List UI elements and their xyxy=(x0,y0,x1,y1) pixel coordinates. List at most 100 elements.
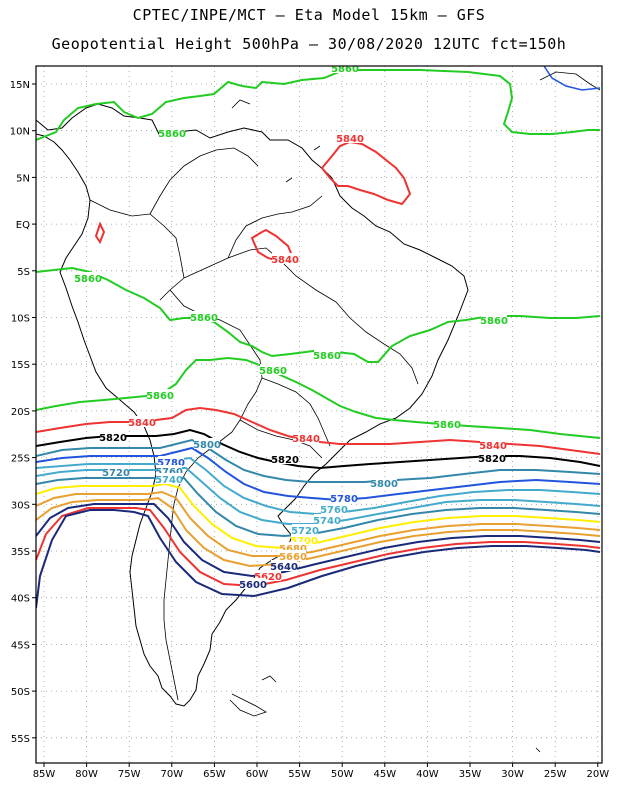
contour-label: 5800 xyxy=(193,440,221,451)
contour-label: 5820 xyxy=(99,433,127,444)
contour-5660 xyxy=(36,496,601,568)
lat-label: 15S xyxy=(11,360,30,371)
lon-label: 50W xyxy=(331,769,354,780)
lon-label: 60W xyxy=(246,769,269,780)
contour-label: 5840 xyxy=(128,418,156,429)
contour-label-bg xyxy=(147,389,173,400)
contour-label: 5640 xyxy=(270,562,298,573)
contour-label-bg xyxy=(159,127,185,138)
islands xyxy=(229,71,601,753)
contour-label: 5760 xyxy=(155,467,183,478)
contour-5600 xyxy=(36,509,601,609)
lat-label: 25S xyxy=(11,454,30,465)
map-background xyxy=(36,66,602,763)
contour-label: 5860 xyxy=(433,420,461,431)
contour-blue-northeast xyxy=(543,66,601,91)
lat-label: 40S xyxy=(11,594,30,605)
contour-5640 xyxy=(36,503,601,578)
lon-label: 30W xyxy=(501,769,524,780)
chart-title: CPTEC/INPE/MCT – Eta Model 15km – GFS xyxy=(132,6,486,24)
contour-label-bg xyxy=(479,452,505,463)
lon-label: 85W xyxy=(33,769,56,780)
lat-label: 35S xyxy=(11,547,30,558)
chart-subtitle: Geopotential Height 500hPa – 30/08/2020 … xyxy=(51,35,567,53)
contour-label-bg xyxy=(321,503,347,514)
contour-label: 5740 xyxy=(313,516,341,527)
contour-label: 5840 xyxy=(271,255,299,266)
contour-label: 5840 xyxy=(292,434,320,445)
contour-label-bg xyxy=(291,534,317,545)
contour-label: 5860 xyxy=(74,274,102,285)
lat-label: 5N xyxy=(16,173,30,184)
lon-label: 25W xyxy=(544,769,567,780)
contour-5860-north xyxy=(36,69,600,141)
lon-label: 65W xyxy=(203,769,226,780)
contour-label-bg xyxy=(481,314,507,325)
contour-label-bg xyxy=(194,438,220,449)
contour-label-bg xyxy=(272,253,298,264)
contour-5860-central xyxy=(36,266,601,363)
contour-label: 5800 xyxy=(370,479,398,490)
contour-label-bg xyxy=(292,524,318,535)
contour-label: 5860 xyxy=(146,391,174,402)
contour-label: 5820 xyxy=(271,455,299,466)
lon-label: 55W xyxy=(288,769,311,780)
contour-label-bg xyxy=(314,514,340,525)
contour-label: 5720 xyxy=(291,526,319,537)
lon-label: 35W xyxy=(459,769,482,780)
contour-5720 xyxy=(36,474,601,538)
contour-5700 xyxy=(36,482,601,550)
lat-label: 15N xyxy=(10,80,30,91)
contour-label: 5700 xyxy=(290,536,318,547)
lat-label: 10S xyxy=(11,314,30,325)
contour-label-bg xyxy=(280,550,306,561)
contour-label: 5860 xyxy=(331,64,359,75)
lat-label: 50S xyxy=(11,687,30,698)
lat-label: 55S xyxy=(11,734,30,745)
contour-label: 5620 xyxy=(254,572,282,583)
contour-label: 5860 xyxy=(259,366,287,377)
contour-5740 xyxy=(36,467,601,525)
contour-label-bg xyxy=(271,560,297,571)
lat-lon-grid xyxy=(36,66,602,763)
contour-5680 xyxy=(36,490,601,557)
contour-label: 5840 xyxy=(479,441,507,452)
contour-5840-andes xyxy=(94,221,106,245)
contour-label-bg xyxy=(371,477,397,488)
contour-label: 5680 xyxy=(279,544,307,555)
lat-label: 5S xyxy=(17,267,30,278)
contour-label-bg xyxy=(331,492,357,503)
contour-label: 5740 xyxy=(155,475,183,486)
contour-label-bg xyxy=(314,349,340,360)
map-frame xyxy=(35,65,603,764)
contour-label-bg xyxy=(103,466,129,477)
lon-label: 75W xyxy=(118,769,141,780)
contour-label-bg xyxy=(332,66,358,73)
contour-label-bg xyxy=(75,272,101,283)
lon-label: 45W xyxy=(373,769,396,780)
contour-label-bg xyxy=(158,456,184,467)
contour-label: 5660 xyxy=(279,552,307,563)
contour-5800 xyxy=(36,438,601,483)
contour-label-bg xyxy=(191,311,217,322)
lon-label: 20W xyxy=(586,769,609,780)
contour-label: 5860 xyxy=(313,351,341,362)
contour-labels: 5860 5860 5860 5860 5860 5860 5860 5860 5860 5840… xyxy=(74,64,508,591)
contour-label: 5820 xyxy=(478,454,506,465)
contour-label-bg xyxy=(480,439,506,450)
contour-label-bg xyxy=(100,431,126,442)
contour-label-bg xyxy=(156,465,182,476)
contour-label-bg xyxy=(434,418,460,429)
contour-label-bg xyxy=(260,364,286,375)
contour-label: 5860 xyxy=(480,316,508,327)
contour-label: 5780 xyxy=(330,494,358,505)
contour-label: 5860 xyxy=(190,313,218,324)
contour-label-bg xyxy=(156,473,182,484)
contour-label-bg xyxy=(272,453,298,464)
lon-label: 40W xyxy=(416,769,439,780)
contour-label-bg xyxy=(240,578,266,589)
lat-label: 10N xyxy=(10,127,30,138)
contour-label: 5780 xyxy=(157,458,185,469)
lat-label: 30S xyxy=(11,500,30,511)
